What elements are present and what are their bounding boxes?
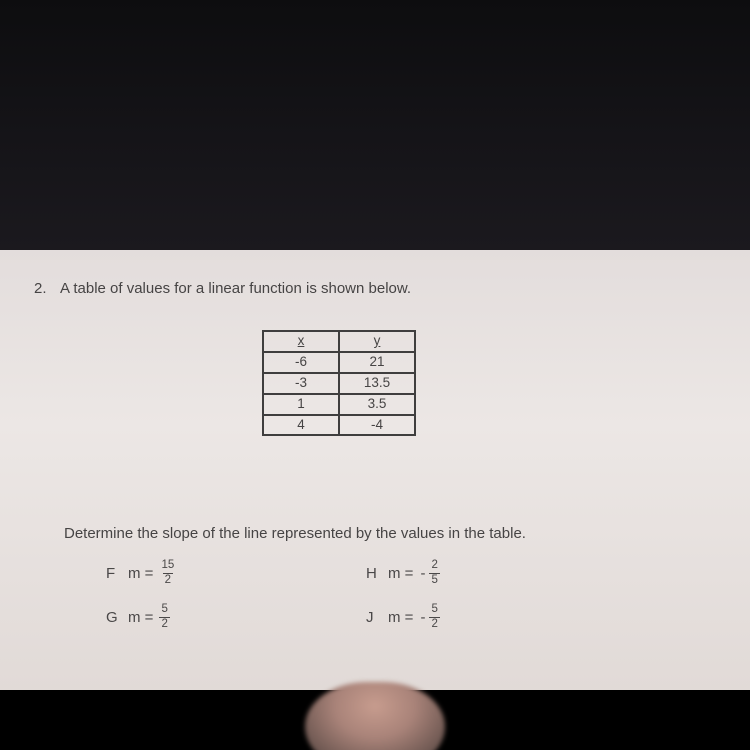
table-header-row: x y <box>263 331 415 352</box>
question-number: 2. <box>34 280 47 297</box>
table-row: 1 3.5 <box>263 394 415 415</box>
cell-x: -6 <box>263 352 339 373</box>
table-row: 4 -4 <box>263 415 415 436</box>
cell-y: 3.5 <box>339 394 415 415</box>
cell-y: 13.5 <box>339 373 415 394</box>
cell-x: -3 <box>263 373 339 394</box>
negative-sign: - <box>420 565 425 582</box>
finger-blur <box>305 682 445 750</box>
fraction-den: 2 <box>163 573 173 587</box>
photo-dark-bottom <box>0 690 750 750</box>
option-letter: H <box>366 565 388 582</box>
cell-x: 1 <box>263 394 339 415</box>
table-row: -3 13.5 <box>263 373 415 394</box>
option-g: G m = 5 2 <box>106 604 170 630</box>
question-prompt: Determine the slope of the line represen… <box>64 525 526 542</box>
answer-options: F m = 15 2 H m = - 2 5 G m = <box>106 560 586 648</box>
option-letter: G <box>106 609 128 626</box>
worksheet-paper: 2. A table of values for a linear functi… <box>0 250 750 690</box>
option-letter: F <box>106 565 128 582</box>
negative-sign: - <box>420 609 425 626</box>
eq-prefix: m = <box>128 609 153 626</box>
fraction-den: 2 <box>159 617 169 631</box>
cell-x: 4 <box>263 415 339 436</box>
question-text: A table of values for a linear function … <box>60 280 411 297</box>
fraction-num: 5 <box>159 604 169 617</box>
option-h: H m = - 2 5 <box>366 560 440 586</box>
option-j: J m = - 5 2 <box>366 604 440 630</box>
option-f: F m = 15 2 <box>106 560 176 586</box>
fraction-num: 15 <box>159 560 176 573</box>
cell-y: 21 <box>339 352 415 373</box>
fraction: 15 2 <box>159 560 176 586</box>
cell-y: -4 <box>339 415 415 436</box>
fraction-num: 5 <box>429 604 439 617</box>
col-header-y: y <box>339 331 415 352</box>
table-row: -6 21 <box>263 352 415 373</box>
values-table: x y -6 21 -3 13.5 1 3.5 4 -4 <box>262 330 416 436</box>
fraction-den: 5 <box>429 573 439 587</box>
fraction-num: 2 <box>429 560 439 573</box>
col-header-x: x <box>263 331 339 352</box>
eq-prefix: m = <box>388 609 413 626</box>
fraction-den: 2 <box>429 617 439 631</box>
eq-prefix: m = <box>388 565 413 582</box>
option-letter: J <box>366 609 388 626</box>
fraction: 5 2 <box>159 604 169 630</box>
fraction: 2 5 <box>429 560 439 586</box>
photo-dark-top <box>0 0 750 250</box>
fraction: 5 2 <box>429 604 439 630</box>
eq-prefix: m = <box>128 565 153 582</box>
